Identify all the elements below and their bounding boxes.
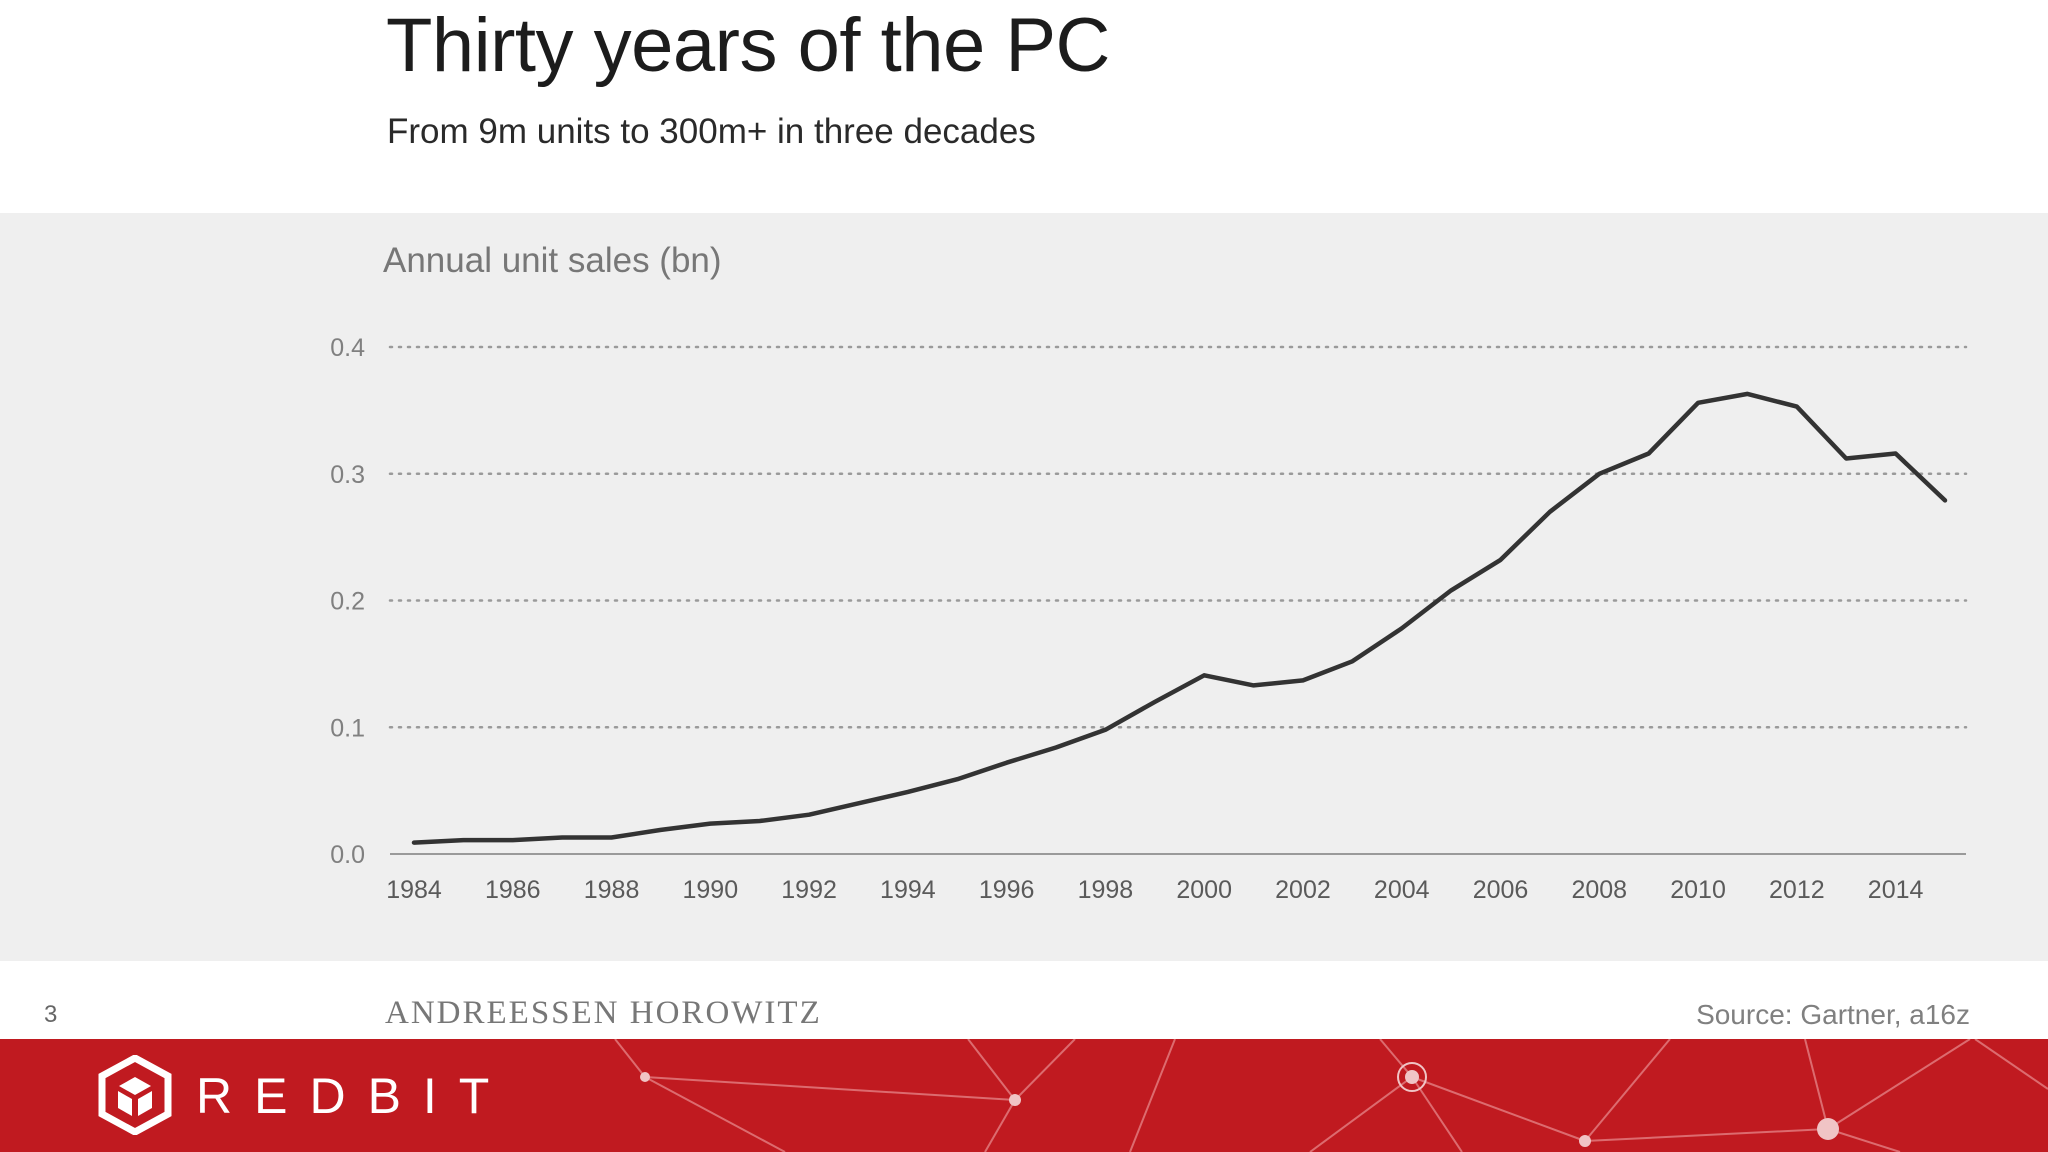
x-tick-label: 2008 [1571, 876, 1627, 904]
series-line [411, 391, 1948, 845]
x-tick-label: 1990 [683, 876, 739, 904]
x-tick-label: 2006 [1473, 876, 1529, 904]
x-tick-label: 1994 [880, 876, 936, 904]
chart-panel: Annual unit sales (bn) 0.0 0.1 0.2 0.3 0.4 19… [0, 213, 2048, 961]
x-tick-label: 2002 [1275, 876, 1331, 904]
brand-wordmark: ANDREESSEN HOROWITZ [385, 995, 822, 1031]
y-tick-label: 0.1 [330, 714, 365, 742]
x-tick-label: 1986 [485, 876, 541, 904]
page-number: 3 [44, 1001, 58, 1028]
x-tick-label: 1988 [584, 876, 640, 904]
x-tick-label: 1996 [979, 876, 1035, 904]
slide-title: Thirty years of the PC [386, 3, 1110, 88]
y-tick-label: 0.4 [330, 334, 365, 362]
x-tick-label: 1992 [781, 876, 837, 904]
x-tick-label: 1998 [1078, 876, 1134, 904]
redbit-logo-text: REDBIT [196, 1068, 512, 1124]
x-tick-label: 2004 [1374, 876, 1430, 904]
y-tick-label: 0.0 [330, 841, 365, 869]
slide-subtitle: From 9m units to 300m+ in three decades [387, 112, 1036, 151]
y-tick-label: 0.2 [330, 588, 365, 616]
x-tick-label: 2012 [1769, 876, 1825, 904]
network-pattern [614, 1039, 2048, 1152]
x-tick-label: 2000 [1176, 876, 1232, 904]
x-tick-label: 2014 [1868, 876, 1924, 904]
line-chart: Annual unit sales (bn) 0.0 0.1 0.2 0.3 0.4 19… [330, 241, 1968, 904]
x-tick-label: 2010 [1670, 876, 1726, 904]
chart-title: Annual unit sales (bn) [383, 241, 722, 280]
source-note: Source: Gartner, a16z [1696, 999, 1970, 1030]
redbit-cube-icon [98, 1055, 172, 1135]
y-tick-label: 0.3 [330, 461, 365, 489]
x-tick-label: 1984 [386, 876, 442, 904]
redbit-banner: REDBIT [0, 1039, 2048, 1152]
